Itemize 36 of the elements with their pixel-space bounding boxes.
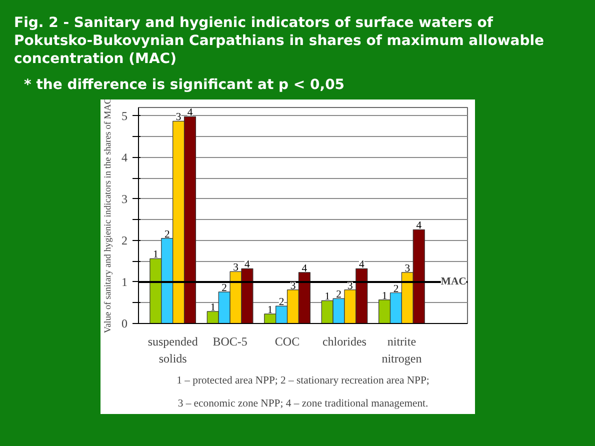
- text: 1: [267, 304, 273, 316]
- series-label: 3: [176, 112, 182, 123]
- text: 3: [290, 280, 296, 292]
- x-tick-label: suspended solids: [148, 334, 198, 365]
- y-tick-label: 2: [122, 232, 128, 247]
- text: 4: [244, 259, 250, 270]
- text: 1 – protected area NPP; 2 – stationary recreation area NPP;: [176, 375, 430, 386]
- x-tick-label: chlorides: [322, 334, 367, 348]
- chart-title: Fig. 2 - Sanitary and hygienic indicators of surface waters of Pokutsko-Bukovynian Carpathians in shares of maximum allowable concentration (MAC): [14, 14, 546, 69]
- text: 2: [278, 296, 284, 308]
- text: 1: [324, 291, 330, 302]
- y-tick-label: 4: [122, 150, 128, 164]
- text: 4: [358, 259, 364, 270]
- ref-line-label: MAC: [440, 276, 466, 288]
- text: 3 – economic zone NPP; 4 – zone traditional management.: [178, 398, 428, 410]
- y-tick-label: 1: [122, 274, 128, 289]
- text: 3: [404, 262, 410, 274]
- x-tick-label: nitrite nitrogen: [382, 334, 422, 365]
- text: 1: [153, 249, 158, 260]
- text: 1: [382, 290, 388, 302]
- x-tick-label: BOC-5: [212, 334, 248, 348]
- series-label: 1: [210, 302, 216, 314]
- x-tick-label: COC: [274, 334, 300, 348]
- y-tick-label: 3: [122, 191, 128, 206]
- series-label: 2: [164, 228, 170, 240]
- text: 4: [416, 220, 422, 232]
- text: 3: [233, 262, 238, 274]
- text: 2: [336, 289, 342, 300]
- y-tick-label: 0: [122, 316, 128, 330]
- text: 2: [393, 283, 399, 294]
- text: * the difference is significant at p < 0,05: [24, 76, 345, 95]
- text: 3: [348, 280, 353, 292]
- text: 4: [302, 262, 308, 274]
- text: 2: [222, 282, 227, 294]
- series-label: 4: [187, 107, 194, 118]
- y-tick-label: 5: [122, 108, 128, 122]
